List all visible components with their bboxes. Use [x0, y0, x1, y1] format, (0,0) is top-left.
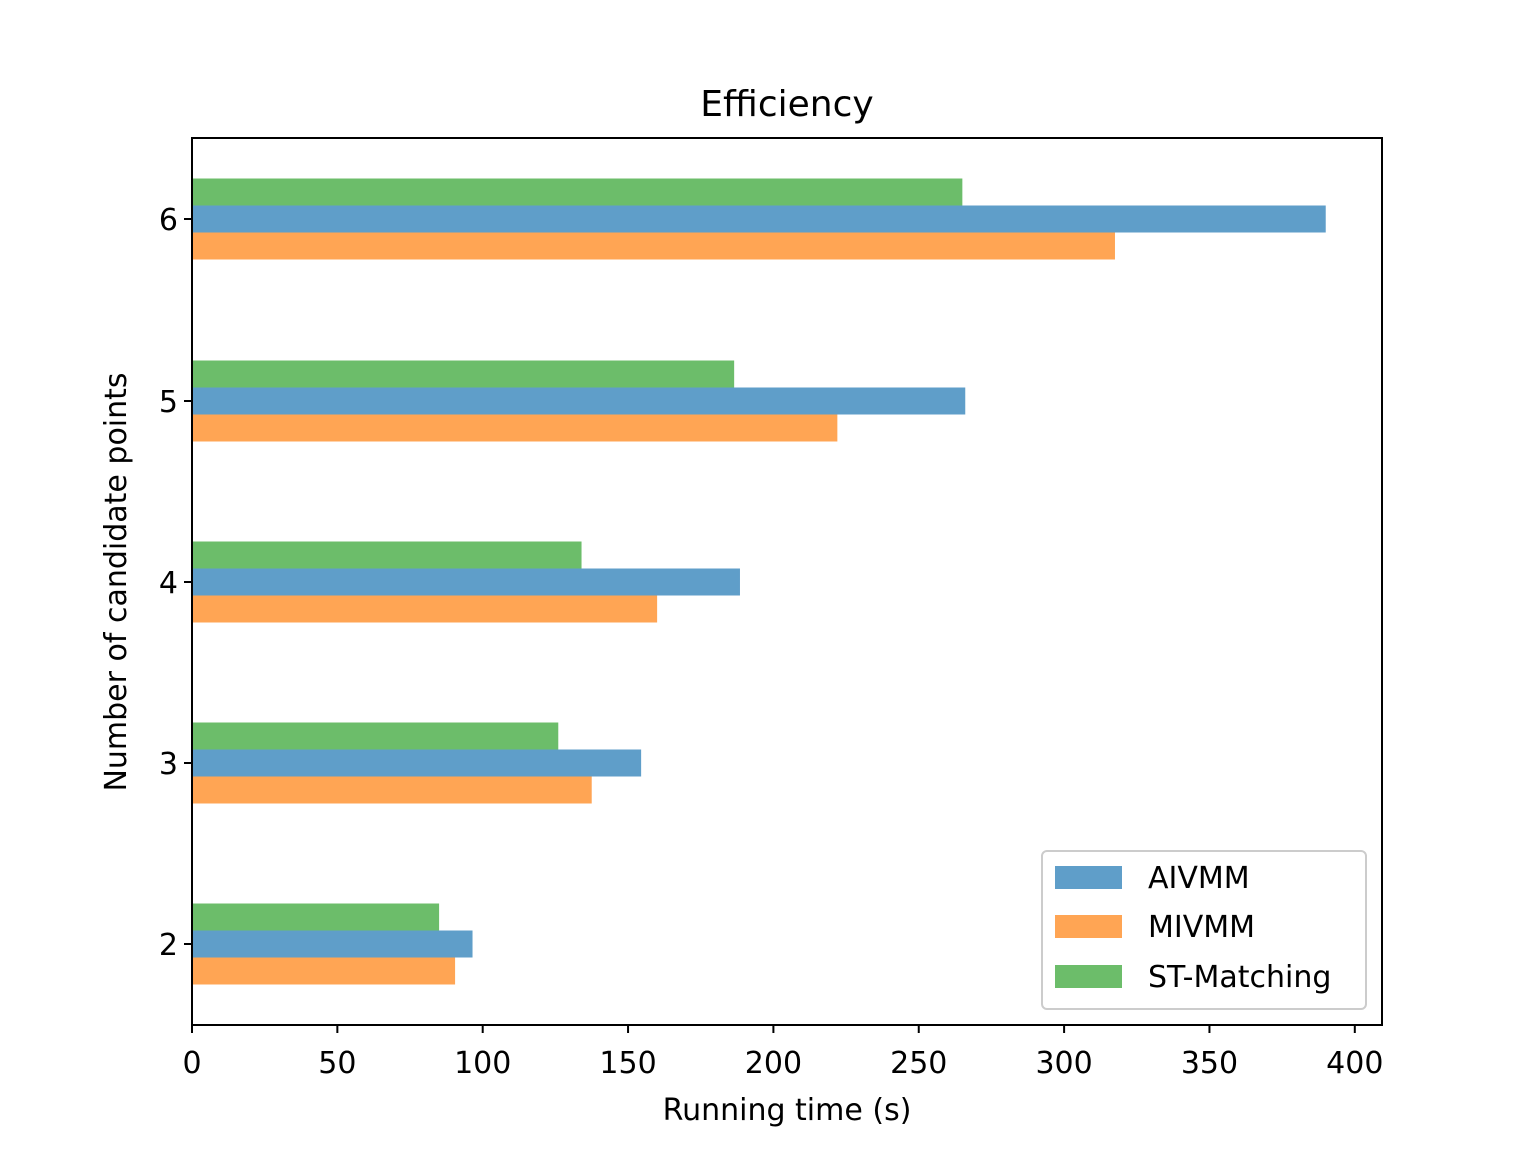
- bar-aivmm-5: [192, 387, 966, 415]
- legend-label: ST-Matching: [1148, 960, 1331, 995]
- bar-st-matching-4: [192, 541, 582, 569]
- bars-group: [192, 178, 1326, 985]
- bar-st-matching-6: [192, 178, 963, 206]
- bar-mivmm-6: [192, 232, 1115, 260]
- bar-mivmm-3: [192, 776, 592, 804]
- y-axis-label: Number of candidate points: [99, 372, 134, 791]
- y-axis-ticks: 2 3 4 5 6: [159, 203, 192, 963]
- x-tick-label: 400: [1326, 1046, 1383, 1081]
- x-tick-label: 50: [318, 1046, 356, 1081]
- x-axis-ticks: 0 50 100 150 200 250 300 350 400: [182, 1025, 1383, 1081]
- x-tick-label: 0: [182, 1046, 201, 1081]
- y-tick-label: 5: [159, 385, 178, 420]
- bar-aivmm-3: [192, 749, 642, 777]
- bar-st-matching-5: [192, 360, 735, 388]
- bar-aivmm-2: [192, 930, 473, 958]
- legend-label: MIVMM: [1148, 910, 1255, 945]
- legend-label: AIVMM: [1148, 861, 1250, 896]
- y-tick-label: 3: [159, 747, 178, 782]
- x-axis-label: Running time (s): [663, 1093, 912, 1128]
- y-tick-label: 4: [159, 566, 178, 601]
- x-tick-label: 200: [745, 1046, 802, 1081]
- y-tick-label: 2: [159, 928, 178, 963]
- legend-box: [1041, 850, 1367, 1010]
- bar-aivmm-6: [192, 205, 1326, 233]
- legend-swatch: [1055, 965, 1122, 988]
- x-tick-label: 350: [1181, 1046, 1238, 1081]
- bar-aivmm-4: [192, 568, 740, 596]
- chart-title: Efficiency: [700, 84, 873, 125]
- bar-st-matching-2: [192, 903, 440, 931]
- bar-st-matching-3: [192, 722, 559, 750]
- y-tick-label: 6: [159, 203, 178, 238]
- bar-mivmm-4: [192, 595, 658, 623]
- legend: AIVMM MIVMM ST-Matching: [1041, 850, 1367, 1010]
- plot-frame: [191, 137, 1383, 1026]
- bar-mivmm-2: [192, 957, 456, 985]
- legend-swatch: [1055, 866, 1122, 889]
- x-tick-label: 300: [1035, 1046, 1092, 1081]
- bar-mivmm-5: [192, 414, 838, 442]
- x-tick-label: 250: [890, 1046, 947, 1081]
- x-tick-label: 100: [454, 1046, 511, 1081]
- legend-swatch: [1055, 915, 1122, 938]
- x-tick-label: 150: [599, 1046, 656, 1081]
